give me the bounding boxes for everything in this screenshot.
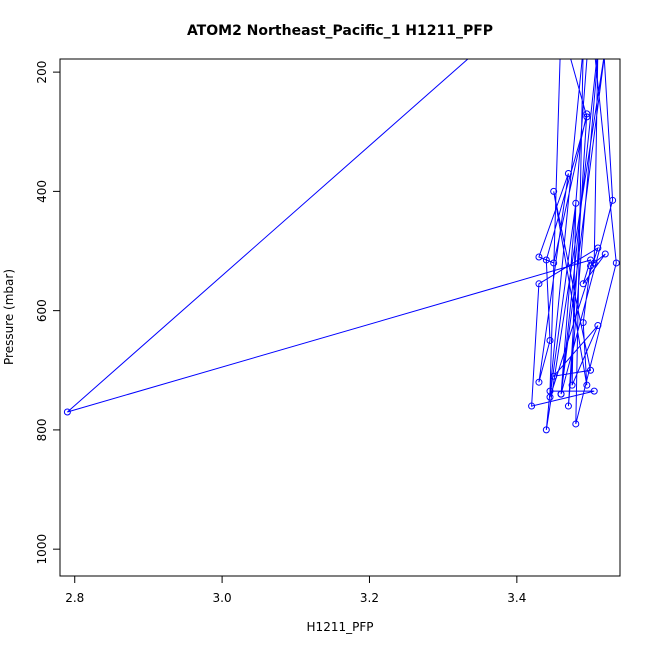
chart-title: ATOM2 Northeast_Pacific_1 H1211_PFP <box>187 23 493 39</box>
x-tick-label: 3.0 <box>213 591 232 605</box>
data-point <box>580 45 586 51</box>
data-point <box>535 378 543 386</box>
data-point <box>583 381 591 389</box>
y-tick-label: 200 <box>35 61 49 84</box>
data-point <box>535 280 543 288</box>
x-axis: 2.8 3.0 3.2 3.4 <box>65 576 526 605</box>
data-point <box>594 244 602 252</box>
x-tick-label: 3.4 <box>507 591 526 605</box>
data-point <box>588 9 594 15</box>
data-point <box>558 21 564 27</box>
data-point <box>564 402 572 410</box>
data-point <box>590 387 598 395</box>
data-point <box>477 45 483 51</box>
y-axis-label: Pressure (mbar) <box>2 269 16 365</box>
data-point <box>599 9 605 15</box>
plot-frame <box>59 58 621 577</box>
y-tick-label: 600 <box>35 299 49 322</box>
y-tick-label: 1000 <box>35 534 49 565</box>
data-point <box>542 256 550 264</box>
data-point <box>583 110 591 118</box>
data-point <box>594 322 602 330</box>
data-point <box>550 187 558 195</box>
data-point <box>557 390 565 398</box>
y-axis: 200 400 600 800 1000 <box>35 61 60 565</box>
y-tick-label: 400 <box>35 180 49 203</box>
data-point <box>612 259 620 267</box>
data-point <box>568 381 576 389</box>
data-point <box>572 420 580 428</box>
series-line <box>67 59 617 430</box>
data-point <box>546 336 554 344</box>
data-point <box>595 45 601 51</box>
y-tick-label: 800 <box>35 418 49 441</box>
data-point <box>579 319 587 327</box>
x-tick-label: 3.2 <box>360 591 379 605</box>
data-point <box>579 280 587 288</box>
data-point <box>602 45 608 51</box>
data-point <box>572 199 580 207</box>
data-point <box>583 113 591 121</box>
data-point <box>528 402 536 410</box>
x-axis-label: H1211_PFP <box>307 620 374 634</box>
data-point <box>535 253 543 261</box>
x-tick-label: 2.8 <box>65 591 84 605</box>
plot-marks <box>63 9 620 434</box>
data-point <box>542 426 550 434</box>
data-point <box>587 256 595 264</box>
data-point <box>609 196 617 204</box>
data-point <box>546 393 554 401</box>
data-point <box>587 366 595 374</box>
data-point <box>564 169 572 177</box>
data-point <box>550 259 558 267</box>
data-point <box>550 372 558 380</box>
data-point <box>601 250 609 258</box>
data-point <box>63 408 71 416</box>
